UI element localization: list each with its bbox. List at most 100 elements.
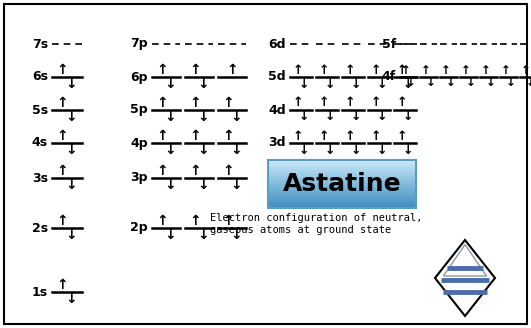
Text: ↓: ↓ (526, 76, 531, 90)
Text: ↓: ↓ (197, 178, 209, 192)
Text: ↓: ↓ (66, 228, 78, 242)
Text: ↑: ↑ (293, 130, 303, 142)
Text: ↓: ↓ (406, 76, 416, 90)
Text: 7s: 7s (32, 37, 48, 51)
Text: ↓: ↓ (197, 228, 209, 242)
Text: ↓: ↓ (402, 77, 413, 91)
Bar (268, 187, 416, 189)
Text: ↑: ↑ (441, 65, 451, 77)
Text: 3s: 3s (32, 172, 48, 184)
Bar (268, 165, 416, 166)
Text: ↓: ↓ (197, 77, 209, 91)
Text: ↓: ↓ (377, 111, 387, 124)
Bar (268, 182, 416, 184)
Text: ↓: ↓ (402, 111, 413, 124)
Text: ↑: ↑ (401, 65, 411, 77)
Bar (268, 178, 416, 180)
Bar (268, 186, 416, 187)
Text: Astatine: Astatine (282, 172, 401, 196)
Text: ↓: ↓ (230, 110, 242, 124)
Text: ↑: ↑ (345, 64, 355, 76)
Bar (268, 200, 416, 201)
Bar (268, 166, 416, 168)
Text: ↓: ↓ (66, 77, 78, 91)
Text: 4d: 4d (268, 104, 286, 116)
Bar (268, 195, 416, 196)
Text: ↓: ↓ (164, 110, 176, 124)
Text: ↑: ↑ (293, 96, 303, 110)
Text: ↓: ↓ (351, 111, 361, 124)
Bar (268, 198, 416, 200)
Text: 6d: 6d (269, 37, 286, 51)
Bar (268, 193, 416, 194)
Text: 4p: 4p (131, 136, 148, 150)
Bar (268, 176, 416, 177)
Bar (268, 162, 416, 163)
Text: 5d: 5d (268, 71, 286, 84)
Text: ↓: ↓ (377, 144, 387, 156)
Text: 4s: 4s (32, 136, 48, 150)
Text: ↑: ↑ (461, 65, 471, 77)
Bar (268, 182, 416, 183)
Text: ↓: ↓ (197, 143, 209, 157)
Text: ↓: ↓ (299, 144, 309, 156)
Bar (268, 205, 416, 206)
Bar (268, 166, 416, 167)
Bar (268, 206, 416, 208)
Bar (268, 203, 416, 204)
Bar (268, 160, 416, 161)
Text: ↑: ↑ (156, 214, 168, 228)
Bar (268, 197, 416, 198)
Text: ↑: ↑ (345, 130, 355, 142)
Bar (268, 185, 416, 186)
Text: ↑: ↑ (222, 164, 234, 178)
Text: ↑: ↑ (222, 129, 234, 143)
Text: 5f: 5f (382, 37, 396, 51)
Text: ↓: ↓ (325, 144, 335, 156)
Text: ↑: ↑ (222, 214, 234, 228)
Text: ↑: ↑ (189, 129, 201, 143)
Text: ↑: ↑ (345, 96, 355, 110)
Bar (268, 163, 416, 165)
Bar (268, 206, 416, 207)
Bar (268, 199, 416, 200)
Text: ↑: ↑ (521, 65, 531, 77)
Bar (268, 162, 416, 164)
Bar (268, 161, 416, 162)
Bar (268, 177, 416, 178)
Bar (268, 189, 416, 190)
Bar (268, 168, 416, 169)
Text: ↑: ↑ (57, 63, 68, 77)
Text: ↓: ↓ (466, 76, 476, 90)
Text: ↓: ↓ (377, 77, 387, 91)
Text: ↑: ↑ (319, 64, 329, 76)
Bar (268, 197, 416, 199)
Text: ↑: ↑ (371, 130, 381, 142)
Bar (268, 195, 416, 196)
Text: ↑: ↑ (189, 214, 201, 228)
Text: ↓: ↓ (66, 178, 78, 192)
Text: ↓: ↓ (299, 111, 309, 124)
Text: ↑: ↑ (397, 130, 407, 142)
Text: ↑: ↑ (319, 130, 329, 142)
Text: ↓: ↓ (486, 76, 496, 90)
Text: 1s: 1s (32, 285, 48, 298)
Bar (268, 207, 416, 209)
Text: ↑: ↑ (189, 63, 201, 77)
Text: ↓: ↓ (164, 228, 176, 242)
Text: ↑: ↑ (226, 63, 238, 77)
Text: ↑: ↑ (57, 129, 68, 143)
Text: 6p: 6p (131, 71, 148, 84)
Bar (268, 173, 416, 174)
Bar (268, 188, 416, 189)
Text: ↓: ↓ (325, 77, 335, 91)
Text: 3p: 3p (131, 172, 148, 184)
Bar (268, 191, 416, 193)
Text: ↓: ↓ (66, 143, 78, 157)
Text: ↑: ↑ (57, 164, 68, 178)
Bar (268, 186, 416, 188)
Text: ↑: ↑ (156, 129, 168, 143)
Text: ↑: ↑ (57, 214, 68, 228)
Text: ↓: ↓ (506, 76, 516, 90)
Bar (268, 160, 416, 208)
